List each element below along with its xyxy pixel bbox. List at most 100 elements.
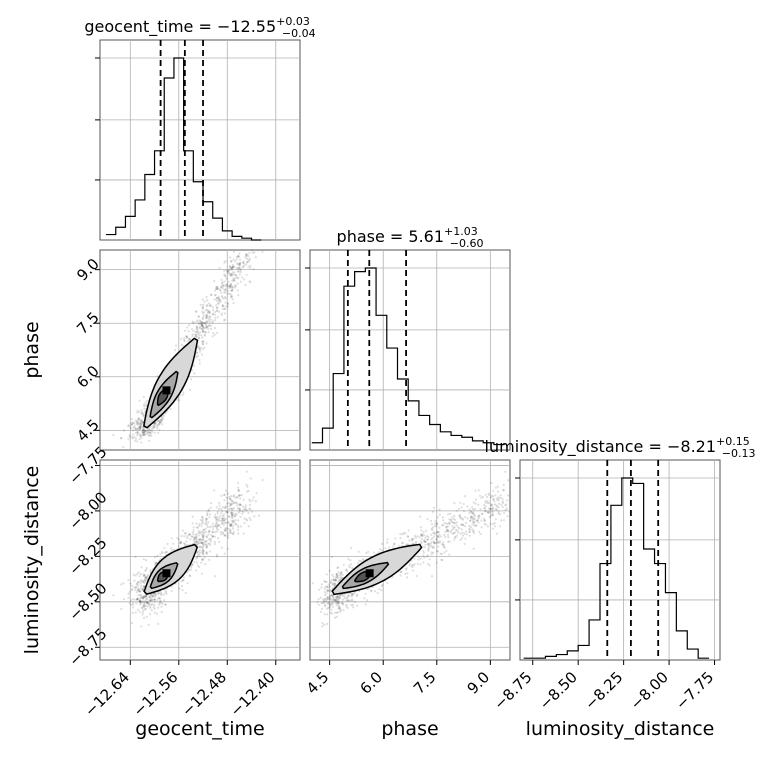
sample-point: [244, 508, 247, 511]
sample-point: [239, 267, 242, 270]
sample-point: [471, 512, 474, 515]
sample-point: [224, 526, 227, 530]
sample-point: [230, 296, 233, 299]
sample-point: [324, 580, 327, 583]
sample-point: [452, 532, 455, 535]
sample-point: [201, 348, 204, 351]
sample-point: [141, 595, 144, 598]
sample-point: [191, 535, 194, 538]
sample-point: [148, 595, 151, 598]
sample-point: [448, 553, 451, 556]
sample-point: [231, 274, 234, 277]
sample-point: [142, 395, 145, 398]
hist-step-geocent_time: [106, 57, 262, 241]
sample-point: [340, 573, 343, 576]
sample-point: [195, 327, 198, 330]
sample-point: [236, 524, 239, 527]
sample-point: [328, 595, 331, 598]
sample-point: [229, 274, 232, 277]
sample-point: [214, 319, 217, 322]
sample-point: [131, 421, 134, 424]
sample-point: [437, 535, 440, 538]
sample-point: [200, 541, 203, 544]
sample-point: [154, 594, 157, 597]
sample-point: [247, 511, 250, 515]
sample-point: [329, 598, 332, 601]
sample-point: [199, 518, 202, 521]
sample-point: [141, 428, 145, 431]
y-tick-label: 9.0: [73, 255, 103, 285]
sample-point: [217, 524, 220, 527]
sample-point: [135, 428, 138, 431]
sample-point: [208, 317, 211, 320]
sample-point: [214, 293, 217, 296]
sample-point: [196, 319, 199, 322]
sample-point: [248, 498, 251, 501]
sample-point: [130, 423, 134, 426]
sample-point: [213, 575, 217, 578]
sample-point: [477, 503, 480, 506]
sample-point: [136, 580, 140, 584]
sample-point: [177, 396, 180, 399]
sample-point: [468, 524, 471, 528]
sample-point: [153, 598, 156, 601]
sample-point: [351, 598, 354, 601]
sample-point: [141, 412, 144, 415]
sample-point: [142, 580, 145, 583]
sample-point: [136, 589, 139, 592]
sample-point: [414, 540, 418, 544]
sample-point: [135, 423, 138, 426]
sample-point: [237, 255, 240, 258]
sample-point: [200, 340, 204, 343]
sample-point: [330, 608, 333, 611]
sample-point: [464, 525, 467, 528]
sample-point: [428, 542, 431, 546]
sample-point: [430, 553, 433, 556]
sample-point: [147, 430, 150, 434]
sample-point: [157, 622, 160, 626]
sample-point: [145, 601, 148, 604]
sample-point: [140, 409, 143, 412]
sample-point: [164, 551, 167, 554]
sample-point: [138, 580, 141, 584]
sample-point: [250, 510, 254, 513]
sample-point: [233, 514, 237, 518]
sample-point: [423, 556, 426, 559]
sample-point: [235, 522, 238, 525]
sample-point: [328, 569, 331, 572]
sample-point: [144, 576, 147, 579]
sample-point: [492, 498, 495, 501]
sample-point: [335, 575, 338, 578]
sample-point: [204, 323, 208, 326]
sample-point: [231, 263, 235, 267]
sample-point: [341, 594, 344, 597]
sample-point: [244, 253, 247, 256]
sample-point: [506, 515, 509, 518]
sample-point: [205, 535, 208, 538]
panel-scatter-geocent-time-luminosity: [99, 459, 301, 661]
sample-point: [142, 558, 145, 561]
sample-point: [455, 509, 458, 512]
contour-outer: [331, 543, 423, 596]
sample-point: [231, 289, 234, 292]
sample-point: [239, 515, 242, 519]
sample-point: [414, 534, 417, 538]
sample-point: [230, 260, 233, 263]
xlabel-geocent-time: geocent_time: [135, 718, 264, 740]
sample-point: [152, 425, 155, 428]
sample-point: [201, 542, 204, 545]
sample-point: [214, 524, 217, 527]
sample-point: [148, 613, 152, 616]
sample-point: [144, 401, 147, 404]
sample-point: [242, 265, 245, 268]
sample-point: [448, 522, 451, 525]
sample-point: [127, 438, 130, 441]
sample-point: [138, 575, 141, 578]
sample-point: [154, 422, 157, 425]
sample-point: [370, 590, 373, 593]
sample-point: [435, 522, 438, 526]
sample-point: [234, 277, 237, 280]
sample-point: [502, 488, 505, 492]
sample-point: [252, 268, 255, 271]
sample-point: [237, 277, 240, 280]
